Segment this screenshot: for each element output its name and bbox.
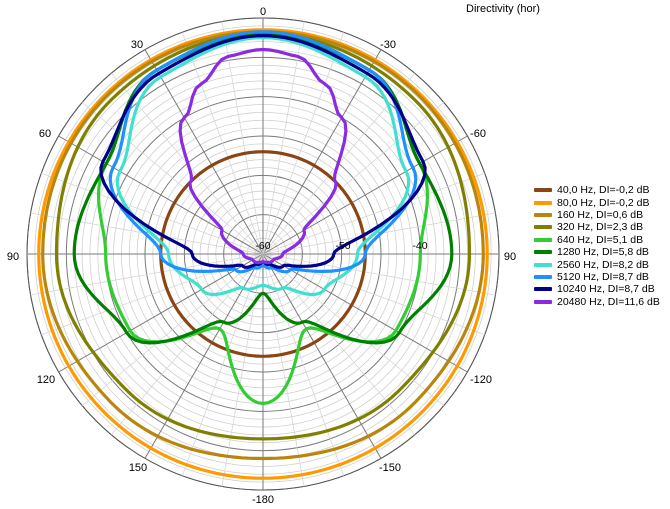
series-line-1 <box>37 28 489 480</box>
legend-label: 40,0 Hz, DI=-0,2 dB <box>557 184 650 197</box>
legend-entry: 40,0 Hz, DI=-0,2 dB <box>534 184 660 196</box>
angle-tick-label: -180 <box>252 494 274 506</box>
grid-spoke <box>262 49 382 255</box>
grid-spoke <box>181 32 264 255</box>
angle-tick-label: 150 <box>129 462 147 474</box>
angle-tick-label: -150 <box>379 462 401 474</box>
legend-label: 320 Hz, DI=2,3 dB <box>557 221 644 234</box>
legend-entry: 2560 Hz, DI=8,2 dB <box>534 258 660 271</box>
radial-tick-label: -50 <box>335 240 350 252</box>
grid-spoke <box>110 253 264 436</box>
legend: 40,0 Hz, DI=-0,2 dB 80,0 Hz, DI=-0,2 dB 16… <box>534 184 660 308</box>
legend-entry: 320 Hz, DI=2,3 dB <box>534 221 660 233</box>
series-line-2 <box>41 30 485 461</box>
series-line-6 <box>115 36 411 297</box>
legend-entry: 1280 Hz, DI=5,8 dB <box>534 246 660 258</box>
series-line-0 <box>159 150 367 358</box>
legend-label: 20480 Hz, DI=11,6 dB <box>557 295 660 308</box>
legend-swatch <box>534 200 552 205</box>
grid-spoke <box>262 253 496 296</box>
legend-label: 5120 Hz, DI=8,7 dB <box>557 270 649 283</box>
grid-spoke <box>221 21 264 255</box>
angle-tick-label: -60 <box>470 128 486 140</box>
legend-swatch <box>534 262 552 267</box>
legend-swatch <box>534 188 552 193</box>
grid-spoke <box>262 253 445 407</box>
legend-swatch <box>534 287 552 292</box>
grid-spoke <box>181 253 264 476</box>
legend-entry: 5120 Hz, DI=8,7 dB <box>534 271 660 283</box>
legend-swatch <box>534 237 552 242</box>
angle-tick-label: 60 <box>39 128 51 140</box>
legend-swatch <box>534 225 552 230</box>
radial-tick-label: -40 <box>412 240 427 252</box>
grid-spoke <box>81 101 264 255</box>
series-line-5 <box>72 32 454 345</box>
angle-tick-label: 90 <box>7 251 19 263</box>
grid-spoke <box>262 21 305 255</box>
grid-spoke <box>262 32 345 255</box>
legend-entry: 640 Hz, DI=5,1 dB <box>534 234 660 246</box>
series-layer <box>37 28 489 480</box>
grid-spoke <box>81 253 264 407</box>
legend-label: 160 Hz, DI=0,6 dB <box>557 208 644 221</box>
grid-spoke <box>262 135 468 255</box>
series-line-3 <box>54 32 472 441</box>
legend-entry: 20480 Hz, DI=11,6 dB <box>534 296 660 308</box>
grid-spoke <box>262 253 416 436</box>
angle-tick-label: -120 <box>470 374 492 386</box>
legend-label: 640 Hz, DI=5,1 dB <box>557 233 644 246</box>
grid-spoke <box>262 101 445 255</box>
legend-swatch <box>534 250 552 255</box>
legend-entry: 80,0 Hz, DI=-0,2 dB <box>534 196 660 209</box>
polar-grid <box>26 17 500 491</box>
series-line-7 <box>108 30 418 274</box>
legend-entry: 160 Hz, DI=0,6 dB <box>534 209 660 221</box>
angle-tick-label: -30 <box>380 39 396 51</box>
chart-title: Directivity (hor) <box>466 3 540 15</box>
angle-tick-label: 0 <box>260 6 266 18</box>
grid-spoke <box>144 49 264 255</box>
grid-spoke <box>58 135 264 255</box>
grid-spoke <box>221 253 264 487</box>
angle-tick-label: 90 <box>504 251 516 263</box>
angle-tick-label: 30 <box>131 39 143 51</box>
grid-spoke <box>262 253 305 487</box>
grid-spoke <box>30 253 264 296</box>
legend-swatch <box>534 274 552 279</box>
angle-tick-label: 120 <box>37 374 55 386</box>
legend-entry: 10240 Hz, DI=8,7 dB <box>534 283 660 295</box>
grid-spoke <box>262 253 345 476</box>
series-line-9 <box>178 47 348 265</box>
legend-swatch <box>534 299 552 304</box>
legend-label: 80,0 Hz, DI=-0,2 dB <box>557 196 650 209</box>
axis-labels: 0 -30 -60 90 -120 -150 -180 150 120 90 60 30 -60 -50 -… <box>7 6 516 506</box>
legend-label: 1280 Hz, DI=5,8 dB <box>557 246 649 259</box>
legend-swatch <box>534 212 552 217</box>
radial-tick-label: -60 <box>255 240 270 252</box>
legend-label: 2560 Hz, DI=8,2 dB <box>557 258 649 271</box>
legend-label: 10240 Hz, DI=8,7 dB <box>557 283 655 296</box>
